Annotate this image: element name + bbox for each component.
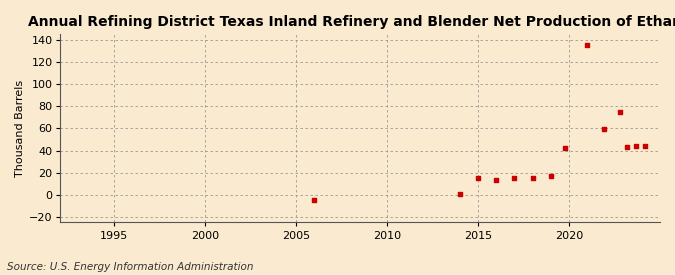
Text: Source: U.S. Energy Information Administration: Source: U.S. Energy Information Administ… bbox=[7, 262, 253, 272]
Title: Annual Refining District Texas Inland Refinery and Blender Net Production of Eth: Annual Refining District Texas Inland Re… bbox=[28, 15, 675, 29]
Point bbox=[598, 127, 609, 132]
Point bbox=[472, 176, 483, 180]
Y-axis label: Thousand Barrels: Thousand Barrels bbox=[15, 80, 25, 177]
Point bbox=[545, 174, 556, 178]
Point bbox=[309, 198, 320, 202]
Point bbox=[582, 43, 593, 48]
Point bbox=[560, 146, 571, 150]
Point bbox=[640, 144, 651, 148]
Point bbox=[614, 109, 625, 114]
Point bbox=[631, 144, 642, 148]
Point bbox=[527, 176, 538, 180]
Point bbox=[509, 176, 520, 180]
Point bbox=[454, 191, 465, 196]
Point bbox=[491, 178, 502, 183]
Point bbox=[622, 145, 632, 149]
